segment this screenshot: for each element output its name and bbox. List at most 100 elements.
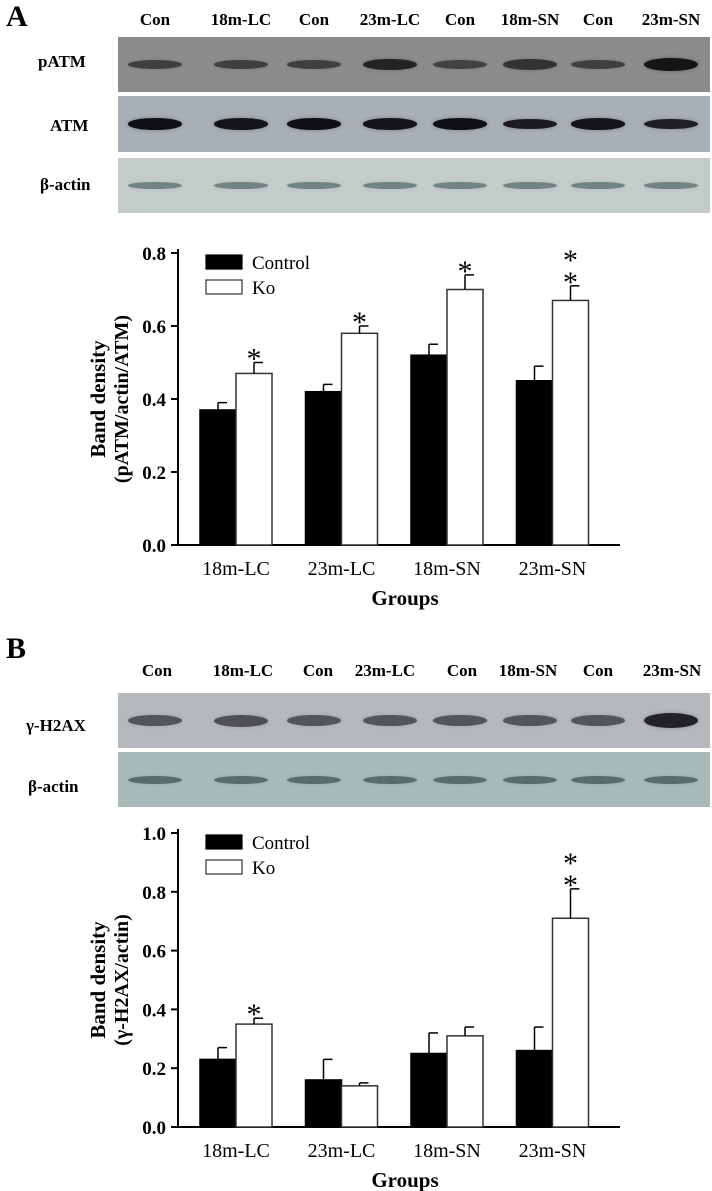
atm-blot-image (118, 96, 710, 152)
y-tick-label: 0.6 (142, 942, 166, 963)
x-tick-label: 18m-LC (202, 558, 270, 580)
significance-marker: * (563, 869, 578, 902)
blot-band (128, 118, 182, 130)
blot-label-patm: pATM (38, 52, 86, 71)
blot-band (128, 714, 182, 727)
blot-band (214, 714, 268, 727)
lane-label: Con (141, 661, 173, 680)
blot-band (644, 58, 698, 71)
blot-band (214, 118, 268, 130)
blot-band (287, 181, 341, 190)
significance-marker: * (563, 266, 578, 299)
beta-actin-blot-image-b (118, 752, 710, 807)
blot-band (433, 714, 487, 727)
bar-ko (551, 917, 590, 1128)
y-tick-label: 0.0 (142, 536, 166, 557)
blot-band (287, 118, 341, 130)
blot-band (363, 58, 417, 71)
x-axis-label: Groups (371, 1168, 438, 1191)
blot-band (503, 118, 557, 130)
x-tick-label: 23m-SN (519, 558, 587, 580)
blot-label-beta-actin: β-actin (40, 175, 91, 194)
y-tick-label: 0.4 (142, 1000, 166, 1021)
blot-band (644, 775, 698, 784)
bar-ko (446, 1035, 484, 1128)
blot-band (503, 181, 557, 190)
panel-b-letter: B (6, 632, 27, 665)
x-axis-label: Groups (371, 586, 438, 610)
gamma-h2ax-blot-image (118, 693, 710, 748)
y-tick-label: 0.2 (142, 1059, 166, 1080)
y-tick-label: 0.8 (142, 244, 166, 265)
blot-band (128, 59, 182, 70)
blot-band (363, 118, 417, 130)
blot-band (433, 775, 487, 784)
legend-swatch-control (205, 834, 243, 850)
bar-control (410, 354, 448, 546)
y-tick-label: 0.4 (142, 390, 166, 411)
significance-marker: * (563, 244, 578, 277)
blot-band (433, 181, 487, 190)
lane-label: 18m-LC (210, 10, 272, 29)
lane-label: Con (298, 10, 330, 29)
y-axis-label: Band density (86, 340, 110, 458)
y-tick-label: 0.6 (142, 317, 166, 338)
lane-label: 18m-SN (498, 661, 558, 680)
legend-label: Ko (252, 858, 275, 879)
lane-label: Con (139, 10, 171, 29)
bar-control (304, 1079, 343, 1128)
y-tick-label: 0.8 (142, 883, 166, 904)
blot-label-beta-actin-b: β-actin (28, 777, 79, 796)
lane-label: 18m-SN (500, 10, 560, 29)
lane-label: Con (444, 10, 476, 29)
significance-marker: * (247, 343, 262, 376)
blot-label-atm: ATM (50, 116, 89, 135)
bar-ko (551, 299, 590, 546)
bar-ko (340, 332, 379, 546)
bar-control (410, 1052, 448, 1128)
blot-band (644, 181, 698, 190)
blot-band (363, 714, 417, 727)
lane-label: Con (302, 661, 334, 680)
lane-label: Con (446, 661, 478, 680)
legend-swatch-ko (205, 279, 243, 295)
significance-marker: * (247, 998, 262, 1031)
bar-ko (235, 1023, 273, 1128)
blot-band (214, 59, 268, 70)
blot-band (433, 118, 487, 130)
patm-blot-image (118, 37, 710, 92)
lane-label: 23m-SN (641, 10, 701, 29)
blot-band (503, 59, 557, 70)
x-tick-label: 23m-SN (519, 1140, 587, 1162)
y-axis-label-unit: (pATM/actin/ATM) (111, 315, 133, 483)
legend-swatch-ko (205, 859, 243, 875)
y-axis-label-unit: (γ-H2AX/actin) (111, 914, 133, 1046)
x-tick-label: 18m-LC (202, 1140, 270, 1162)
lane-label: 23m-LC (359, 10, 421, 29)
bar-control (515, 1049, 554, 1128)
blot-band (214, 775, 268, 784)
blot-band (644, 118, 698, 130)
x-tick-label: 23m-LC (308, 1140, 376, 1162)
y-tick-label: 0.0 (142, 1118, 166, 1139)
lane-label: Con (582, 10, 614, 29)
blot-band (287, 714, 341, 727)
blot-band (363, 181, 417, 190)
blot-band (287, 59, 341, 70)
blot-band (571, 59, 625, 70)
bar-control (199, 409, 237, 546)
beta-actin-blot-image-a (118, 158, 710, 213)
bar-control (199, 1058, 237, 1128)
blot-band (571, 714, 625, 727)
panel-a-letter: A (6, 0, 28, 33)
y-tick-label: 0.2 (142, 463, 166, 484)
significance-marker: * (458, 255, 473, 288)
blot-band (214, 181, 268, 190)
bar-ko (235, 372, 273, 546)
significance-marker: * (352, 306, 367, 339)
blot-band (571, 181, 625, 190)
legend-swatch-control (205, 254, 243, 270)
lane-label: Con (582, 661, 614, 680)
